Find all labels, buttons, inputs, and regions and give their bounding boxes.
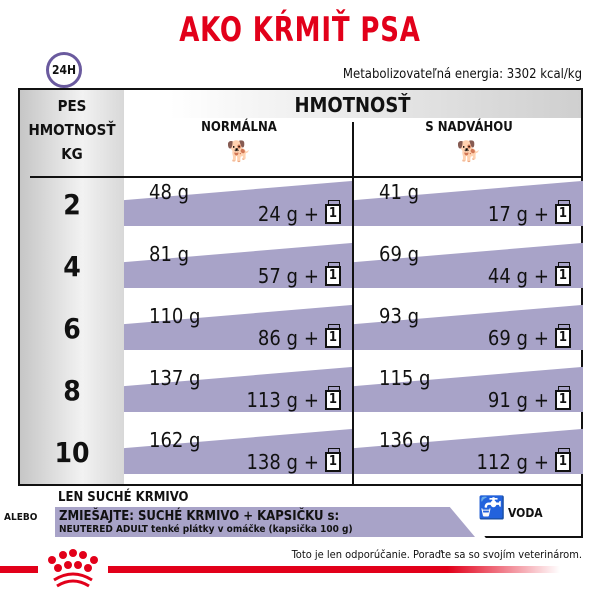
mix-product: NEUTERED ADULT tenké plátky v omáčke (ka… <box>59 524 353 535</box>
energy-info: Metabolizovateľná energia: 3302 kcal/kg <box>342 67 582 82</box>
mix-amount: 69 g +1 <box>487 324 571 350</box>
mix-dry-value: 57 g <box>257 264 298 288</box>
dry-amount: 48 g <box>149 180 190 204</box>
pouch-icon: 1 <box>325 262 341 286</box>
mix-amount: 44 g +1 <box>487 262 571 288</box>
divider <box>30 176 581 178</box>
dry-amount: 110 g <box>149 304 201 328</box>
clock-24h-icon: 24H <box>46 52 82 88</box>
plus-sign: + <box>303 326 319 350</box>
dry-amount: 41 g <box>379 180 420 204</box>
dry-amount: 69 g <box>379 242 420 266</box>
mix-legend: ZMIEŠAJTE: SUCHÉ KRMIVO + KAPSIČKU s: NE… <box>55 507 475 537</box>
cell-normal: 81 g 57 g +1 <box>124 240 353 302</box>
pouch-icon: 1 <box>555 448 571 472</box>
mix-amount: 138 g +1 <box>246 448 341 474</box>
water-tap-icon: 🚰 <box>478 496 506 521</box>
mix-dry-value: 138 g <box>246 450 298 474</box>
dry-amount: 81 g <box>149 242 190 266</box>
cell-overweight: 93 g 69 g +1 <box>354 302 583 364</box>
mix-dry-value: 112 g <box>476 450 528 474</box>
mix-amount: 24 g +1 <box>257 200 341 226</box>
plus-sign: + <box>533 326 549 350</box>
mix-dry-value: 113 g <box>246 388 298 412</box>
pouch-icon: 1 <box>325 448 341 472</box>
disclaimer: Toto je len odporúčanie. Poraďte sa so s… <box>291 548 582 561</box>
cell-normal: 110 g 86 g +1 <box>124 302 353 364</box>
mix-dry-value: 17 g <box>487 202 528 226</box>
or-label: ALEBO <box>4 512 38 523</box>
mix-amount: 112 g +1 <box>476 448 571 474</box>
header-line: HMOTNOSŤ <box>28 121 116 139</box>
col-over-header: S NADVÁHOU 🐕 <box>354 120 584 163</box>
water-box <box>448 486 583 538</box>
plus-sign: + <box>533 450 549 474</box>
cell-overweight: 41 g 17 g +1 <box>354 178 583 240</box>
cell-normal: 162 g 138 g +1 <box>124 426 353 488</box>
pouch-icon: 1 <box>325 324 341 348</box>
plus-sign: + <box>303 264 319 288</box>
mix-amount: 57 g +1 <box>257 262 341 288</box>
cell-overweight: 136 g 112 g +1 <box>354 426 583 488</box>
header-band <box>124 90 581 118</box>
brand-bar <box>0 566 560 573</box>
pouch-icon: 1 <box>325 200 341 224</box>
cell-overweight: 115 g 91 g +1 <box>354 364 583 426</box>
top-header: HMOTNOSŤ <box>294 93 411 117</box>
mix-amount: 113 g +1 <box>246 386 341 412</box>
plus-sign: + <box>533 202 549 226</box>
mix-dry-value: 69 g <box>487 326 528 350</box>
col-normal-label: NORMÁLNA <box>201 120 277 135</box>
pouch-icon: 1 <box>555 262 571 286</box>
plus-sign: + <box>533 264 549 288</box>
heavy-dog-icon: 🐕 <box>456 139 482 163</box>
water-label: VODA <box>508 506 543 520</box>
weight-column-header: PES HMOTNOSŤ KG <box>20 94 124 166</box>
header-line: KG <box>61 145 83 163</box>
dog-weight: 6 <box>63 312 81 345</box>
dog-weight: 2 <box>63 188 81 221</box>
page-title: AKO KŔMIŤ PSA <box>179 10 421 50</box>
plus-sign: + <box>303 202 319 226</box>
mix-dry-value: 24 g <box>257 202 298 226</box>
dry-amount: 136 g <box>379 428 431 452</box>
feeding-table: PES HMOTNOSŤ KG HMOTNOSŤ NORMÁLNA 🐕 S NA… <box>18 88 583 486</box>
mix-amount: 86 g +1 <box>257 324 341 350</box>
dog-weight: 10 <box>54 436 90 469</box>
pouch-icon: 1 <box>555 324 571 348</box>
weight-column-bg <box>20 90 124 484</box>
cell-normal: 48 g 24 g +1 <box>124 178 353 240</box>
divider <box>352 122 354 484</box>
dry-amount: 93 g <box>379 304 420 328</box>
dog-icon: 🐕 <box>226 139 252 163</box>
mix-amount: 91 g +1 <box>487 386 571 412</box>
cell-overweight: 69 g 44 g +1 <box>354 240 583 302</box>
dry-amount: 162 g <box>149 428 201 452</box>
pouch-icon: 1 <box>555 200 571 224</box>
mix-amount: 17 g +1 <box>487 200 571 226</box>
mix-title: ZMIEŠAJTE: SUCHÉ KRMIVO + KAPSIČKU s: <box>59 509 340 524</box>
cell-normal: 137 g 113 g +1 <box>124 364 353 426</box>
dog-weight: 4 <box>63 250 81 283</box>
col-normal-header: NORMÁLNA 🐕 <box>124 120 354 163</box>
dog-weight: 8 <box>63 374 81 407</box>
plus-sign: + <box>533 388 549 412</box>
col-over-label: S NADVÁHOU <box>425 120 513 135</box>
pouch-icon: 1 <box>325 386 341 410</box>
royal-canin-crown-logo <box>38 548 108 592</box>
plus-sign: + <box>303 450 319 474</box>
mix-dry-value: 86 g <box>257 326 298 350</box>
mix-dry-value: 44 g <box>487 264 528 288</box>
dry-amount: 137 g <box>149 366 201 390</box>
plus-sign: + <box>303 388 319 412</box>
header-line: PES <box>57 97 87 115</box>
dry-amount: 115 g <box>379 366 431 390</box>
pouch-icon: 1 <box>555 386 571 410</box>
mix-dry-value: 91 g <box>487 388 528 412</box>
dry-only-legend: LEN SUCHÉ KRMIVO <box>58 490 189 505</box>
